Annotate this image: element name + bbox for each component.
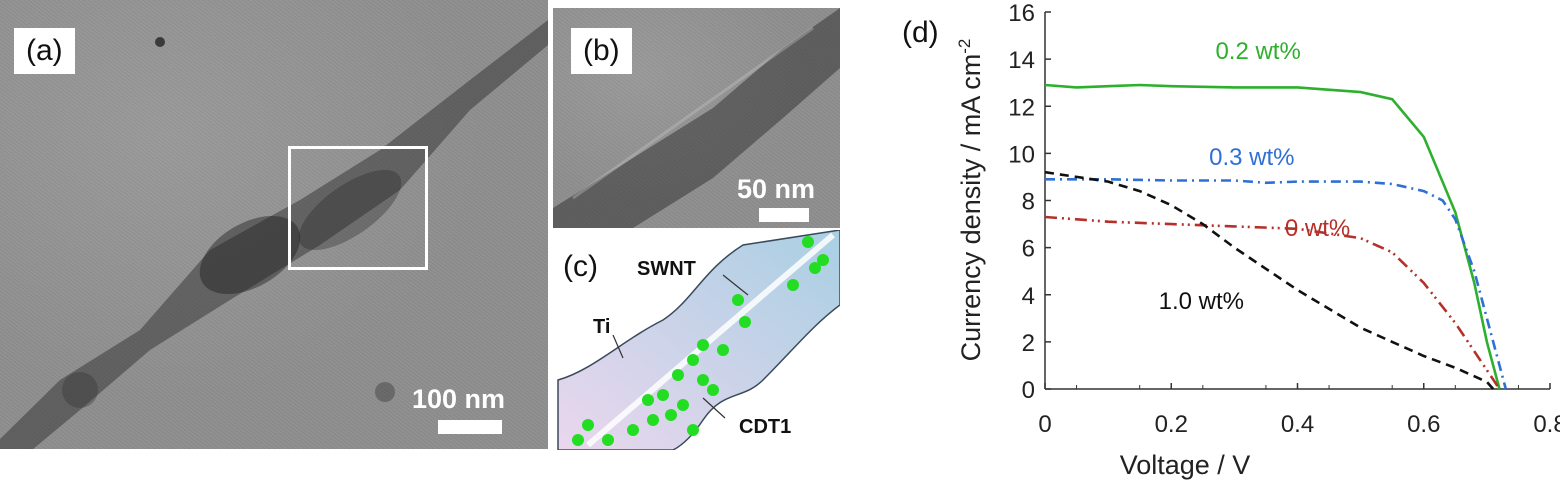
x-tick-label: 0.6 [1407,411,1440,438]
cdt1-dot [787,279,799,291]
x-tick-label: 0.8 [1533,411,1560,438]
swnt-label: SWNT [637,258,696,280]
series-line-0 [1044,83,1501,390]
chart-series [1044,83,1508,390]
panel-a-label: (a) [14,28,75,74]
y-tick-label: 2 [1022,330,1035,357]
scale-bar-b-text: 50 nm [737,174,816,204]
x-tick-label: 0 [1038,411,1051,438]
cdt1-dot [732,294,744,306]
y-tick-label: 12 [1008,94,1035,121]
y-tick-label: 10 [1008,141,1035,168]
scale-bar-a-text: 100 nm [412,384,506,414]
x-axis-label: Voltage / V [1120,450,1251,480]
series-annotation-0: 0.2 wt% [1215,38,1300,65]
scale-bar-b [759,208,809,222]
cdt1-dot [677,399,689,411]
cdt1-dot [642,394,654,406]
cdt1-dot [602,434,614,446]
cdt1-dot [687,424,699,436]
tem-image-a: (a) 100 nm [0,0,548,449]
cdt1-dot [687,354,699,366]
cdt1-dot [817,254,829,266]
cdt1-dot [582,419,594,431]
y-axis-label-sup: -2 [955,39,974,54]
chart-annotations: 0.2 wt% 0.3 wt% 0 wt% 1.0 wt% [1159,38,1351,315]
series-annotation-3: 1.0 wt% [1159,288,1244,315]
cdt1-dot [707,384,719,396]
y-tick-label: 8 [1022,189,1035,216]
y-tick-label: 4 [1022,283,1035,310]
zoom-box [288,146,428,270]
series-line-3 [1044,170,1495,390]
chart-axes: 0 2 4 6 8 10 12 14 16 0 0.2 0.4 0.6 0.8 [1008,0,1560,438]
cdt1-dot [697,374,709,386]
tem-structure-a [0,20,548,449]
cdt1-dot [665,409,677,421]
swnt-tube [586,232,835,448]
y-tick-label: 0 [1022,377,1035,404]
series-line-2 [1044,215,1501,390]
panel-b-label: (b) [571,28,632,74]
y-tick-label: 14 [1008,47,1035,74]
panel-c-label: (c) [563,250,598,283]
cdt1-dot [572,434,584,446]
cdt1-dot [739,316,751,328]
cdt1-dot [717,344,729,356]
cdt1-label: CDT1 [739,416,792,438]
x-tick-label: 0.4 [1281,411,1314,438]
cdt1-dot [809,262,821,274]
cdt1-dot [627,424,639,436]
x-tick-label: 0.2 [1155,411,1188,438]
y-tick-label: 6 [1022,236,1035,263]
cdt1-dot [657,389,669,401]
tem-structure-b [553,8,840,228]
y-axis-label-main: Currency density / mA cm [956,54,986,362]
series-line-1 [1045,178,1508,390]
cdt1-dot [802,236,814,248]
y-tick-label: 16 [1008,0,1035,27]
schematic-c: (c) SWNT Ti CDT1 [553,230,840,450]
y-axis-label: Currency density / mA cm-2 [955,39,986,362]
series-annotation-1: 0.3 wt% [1209,144,1294,171]
scale-bar-a [438,420,502,434]
cdt1-dot [647,414,659,426]
panel-d-label: (d) [902,16,939,49]
tem-image-b: (b) 50 nm [553,8,840,228]
ti-coating [557,230,840,450]
series-annotation-2: 0 wt% [1285,215,1350,242]
schematic-drawing [557,230,840,450]
cdt1-dot [672,369,684,381]
cdt1-dot [697,339,709,351]
ti-label: Ti [593,316,611,338]
